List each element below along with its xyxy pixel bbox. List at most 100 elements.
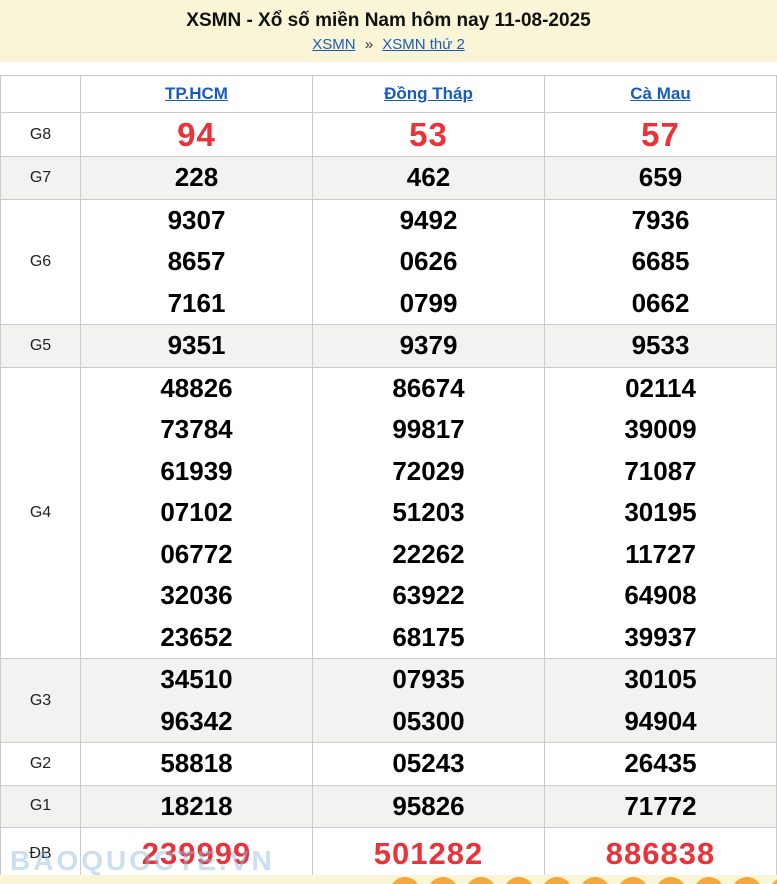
result-number: 58818 bbox=[160, 748, 233, 778]
column-link-ca-mau[interactable]: Cà Mau bbox=[630, 84, 691, 103]
breadcrumb-separator-icon: » bbox=[364, 36, 374, 53]
result-cell-g4-col1: 86674 99817 72029 51203 22262 63922 68175 bbox=[312, 366, 545, 659]
lotto-ball-icon bbox=[466, 877, 496, 884]
prize-label-g8: G8 bbox=[0, 112, 81, 157]
result-number: 71087 bbox=[624, 455, 697, 486]
result-cell-g3-col2: 30105 94904 bbox=[544, 658, 777, 743]
result-number: 886838 bbox=[605, 836, 716, 871]
result-number: 57 bbox=[641, 116, 680, 153]
result-number: 86674 bbox=[392, 372, 465, 403]
column-header-ca-mau: Cà Mau bbox=[544, 75, 777, 113]
result-number: 94904 bbox=[624, 705, 697, 736]
prize-label-g7: G7 bbox=[0, 156, 81, 200]
result-cell-g2-col2: 26435 bbox=[544, 742, 777, 786]
result-number: 05243 bbox=[392, 748, 465, 778]
prize-row-g4: G4 48826 73784 61939 07102 06772 32036 23652 866… bbox=[0, 366, 777, 659]
result-number: 501282 bbox=[373, 836, 484, 871]
result-number: 239999 bbox=[141, 836, 252, 871]
result-cell-db-col2: 886838 bbox=[544, 827, 777, 881]
result-number: 32036 bbox=[160, 580, 233, 610]
result-cell-g1-col2: 71772 bbox=[544, 784, 777, 828]
lotto-ball-icon bbox=[656, 877, 686, 884]
result-number: 11727 bbox=[625, 538, 696, 569]
result-cell-db-col0: 239999 bbox=[80, 827, 313, 881]
lotto-ball-icon bbox=[694, 877, 724, 884]
prize-row-g3: G3 34510 96342 07935 05300 30105 94904 bbox=[0, 658, 777, 743]
result-number: 9492 bbox=[399, 204, 458, 235]
result-number: 63922 bbox=[392, 580, 465, 610]
result-cell-g7-col1: 462 bbox=[312, 156, 545, 200]
breadcrumb: XSMN » XSMN thứ 2 bbox=[0, 36, 777, 53]
prize-row-g1: G1 18218 95826 71772 bbox=[0, 784, 777, 828]
lotto-ball-icon bbox=[504, 877, 534, 884]
result-number: 34510 bbox=[160, 664, 233, 694]
result-number: 48826 bbox=[160, 372, 233, 403]
result-cell-g2-col0: 58818 bbox=[80, 742, 313, 786]
result-cell-g7-col0: 228 bbox=[80, 156, 313, 200]
result-number: 39009 bbox=[624, 414, 697, 444]
result-number: 0626 bbox=[399, 246, 458, 276]
lotto-ball-icon bbox=[732, 877, 762, 884]
result-cell-g8-col1: 53 bbox=[312, 112, 545, 157]
result-cell-g7-col2: 659 bbox=[544, 156, 777, 200]
result-number: 8657 bbox=[167, 246, 226, 276]
prize-row-g7: G7 228 462 659 bbox=[0, 156, 777, 200]
result-number: 51203 bbox=[392, 497, 465, 527]
result-cell-g1-col1: 95826 bbox=[312, 784, 545, 828]
corner-cell bbox=[0, 75, 81, 113]
result-number: 26435 bbox=[624, 748, 697, 778]
result-number: 61939 bbox=[160, 455, 233, 486]
prize-label-db: ĐB bbox=[0, 827, 81, 881]
result-number: 9379 bbox=[399, 330, 458, 360]
result-number: 06772 bbox=[160, 538, 233, 569]
result-number: 7936 bbox=[631, 204, 690, 235]
lotto-ball-icon bbox=[580, 877, 610, 884]
result-cell-g3-col1: 07935 05300 bbox=[312, 658, 545, 743]
footer-ball-strip bbox=[0, 875, 777, 884]
result-number: 462 bbox=[406, 162, 451, 192]
prize-row-g2: G2 58818 05243 26435 bbox=[0, 742, 777, 786]
result-number: 71772 bbox=[624, 790, 697, 821]
column-header-dong-thap: Đồng Tháp bbox=[312, 75, 545, 113]
prize-label-g2: G2 bbox=[0, 742, 81, 786]
prize-label-g4: G4 bbox=[0, 366, 81, 659]
column-link-tphcm[interactable]: TP.HCM bbox=[165, 84, 228, 103]
result-number: 228 bbox=[174, 162, 219, 192]
result-number: 99817 bbox=[392, 414, 465, 444]
result-cell-db-col1: 501282 bbox=[312, 827, 545, 881]
result-number: 94 bbox=[177, 116, 216, 153]
breadcrumb-link-xsmn[interactable]: XSMN bbox=[312, 36, 356, 53]
prize-row-db: ĐB 239999 501282 886838 bbox=[0, 827, 777, 881]
prize-row-g5: G5 9351 9379 9533 bbox=[0, 324, 777, 368]
result-number: 9351 bbox=[167, 330, 226, 360]
result-number: 53 bbox=[409, 116, 448, 153]
column-link-dong-thap[interactable]: Đồng Tháp bbox=[384, 84, 473, 103]
result-number: 6685 bbox=[631, 246, 690, 276]
result-number: 39937 bbox=[624, 621, 697, 652]
result-number: 23652 bbox=[160, 621, 233, 652]
result-number: 0799 bbox=[399, 287, 458, 318]
result-number: 07935 bbox=[392, 664, 465, 694]
result-cell-g6-col0: 9307 8657 7161 bbox=[80, 198, 313, 325]
result-cell-g2-col1: 05243 bbox=[312, 742, 545, 786]
result-number: 9307 bbox=[167, 204, 226, 235]
result-number: 07102 bbox=[160, 497, 233, 527]
result-number: 64908 bbox=[624, 580, 697, 610]
result-number: 73784 bbox=[160, 414, 233, 444]
lotto-ball-icon bbox=[428, 877, 458, 884]
breadcrumb-link-xsmn-thu-2[interactable]: XSMN thứ 2 bbox=[382, 36, 465, 53]
result-cell-g5-col2: 9533 bbox=[544, 324, 777, 368]
lotto-ball-icon bbox=[542, 877, 572, 884]
page-title: XSMN - Xổ số miền Nam hôm nay 11-08-2025 bbox=[186, 10, 591, 31]
result-cell-g6-col2: 7936 6685 0662 bbox=[544, 198, 777, 325]
prize-label-g6: G6 bbox=[0, 198, 81, 325]
result-cell-g3-col0: 34510 96342 bbox=[80, 658, 313, 743]
result-cell-g6-col1: 9492 0626 0799 bbox=[312, 198, 545, 325]
prize-label-g1: G1 bbox=[0, 784, 81, 828]
result-number: 9533 bbox=[631, 330, 690, 360]
prize-row-g8: G8 94 53 57 bbox=[0, 112, 777, 157]
table-header-row: TP.HCM Đồng Tháp Cà Mau bbox=[0, 75, 777, 113]
result-cell-g8-col0: 94 bbox=[80, 112, 313, 157]
result-cell-g4-col0: 48826 73784 61939 07102 06772 32036 23652 bbox=[80, 366, 313, 659]
lotto-ball-icon bbox=[618, 877, 648, 884]
